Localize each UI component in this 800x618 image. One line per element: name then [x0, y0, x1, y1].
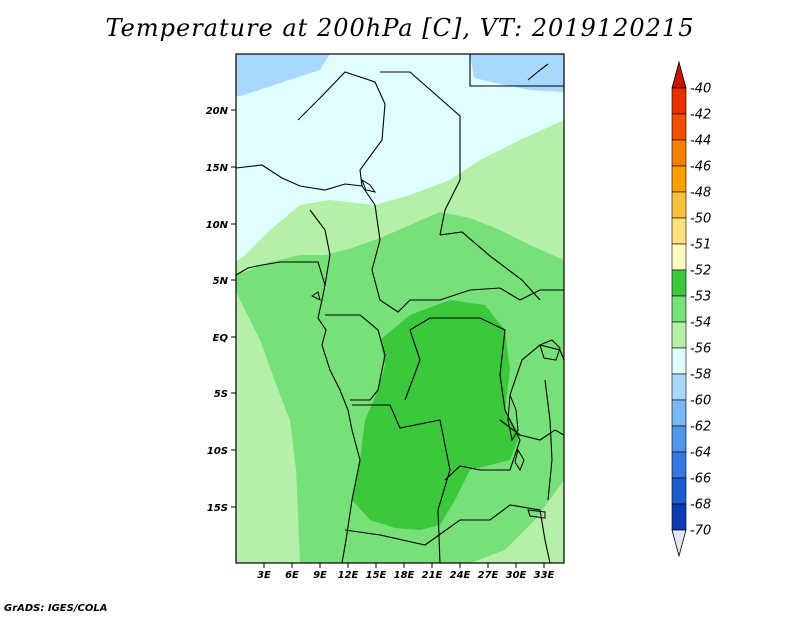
colorbar-swatch: [671, 295, 687, 323]
country-borders: [236, 54, 564, 563]
colorbar-label: -54: [690, 316, 711, 331]
colorbar-swatch: [671, 321, 687, 349]
colorbar-swatch: [671, 139, 687, 167]
colorbar-boxes: [671, 87, 687, 531]
field-band-58-56-east: [470, 54, 564, 92]
colorbar-swatch: [671, 113, 687, 141]
lat-tick-label: 10N: [206, 220, 229, 231]
lat-tick-label: 15S: [207, 503, 228, 514]
field-band-54-53-southwest: [236, 340, 300, 563]
colorbar-swatch: [671, 217, 687, 245]
map-frame: [235, 53, 565, 564]
colorbar-swatch: [671, 243, 687, 271]
lon-tick-label: 3E: [257, 570, 271, 581]
lat-tick-labels: 20N 15N 10N 5N EQ 5S 10S 15S: [206, 106, 229, 514]
lat-tick-label: 15N: [206, 163, 229, 174]
colorbar-label: -64: [690, 446, 711, 461]
colorbar-swatch: [671, 399, 687, 427]
colorbar-label: -51: [690, 238, 711, 253]
colorbar-label: -58: [690, 368, 711, 383]
colorbar-swatch: [671, 191, 687, 219]
colorbar-top-arrow: [671, 60, 687, 89]
lakes: [311, 178, 561, 519]
colorbar-label: -44: [690, 134, 711, 149]
grads-credit: GrADS: IGES/COLA: [4, 603, 108, 614]
colorbar-label: -62: [690, 420, 711, 435]
lon-tick-label: 18E: [394, 570, 415, 581]
lon-tick-label: 21E: [422, 570, 443, 581]
colorbar-swatch: [671, 373, 687, 401]
temperature-field: [236, 54, 564, 563]
lat-tick-label: 5S: [214, 389, 228, 400]
colorbar-swatch: [671, 451, 687, 479]
colorbar-label: -70: [690, 524, 711, 539]
colorbar-label: -56: [690, 342, 711, 357]
colorbar-label: -50: [690, 212, 711, 227]
lon-tick-label: 24E: [450, 570, 471, 581]
lat-tick-label: EQ: [213, 333, 229, 344]
colorbar-label: -53: [690, 290, 711, 305]
lat-tick-label: 5N: [213, 276, 229, 287]
lon-tick-label: 12E: [338, 570, 359, 581]
colorbar-label: -46: [690, 160, 711, 175]
colorbar-label: -68: [690, 498, 711, 513]
colorbar-swatch: [671, 477, 687, 505]
colorbar-swatch: [671, 503, 687, 531]
lon-tick-label: 33E: [534, 570, 555, 581]
map-title: Temperature at 200hPa [C], VT: 201912021…: [105, 14, 695, 42]
colorbar-label: -52: [690, 264, 711, 279]
colorbar-label: -42: [690, 108, 711, 123]
colorbar-labels: -40 -42 -44 -46 -48 -50 -51 -52 -53 -54 -56 -58 -60 -…: [690, 82, 711, 539]
colorbar-label: -66: [690, 472, 711, 487]
lat-tick-label: 20N: [206, 106, 229, 117]
field-band-58-56-west: [236, 54, 330, 96]
lon-tick-label: 27E: [478, 570, 499, 581]
lon-tick-labels: 3E 6E 9E 12E 15E 18E 21E 24E 27E 30E 33E: [257, 570, 554, 581]
colorbar-swatch: [671, 165, 687, 193]
tick-marks: [231, 109, 545, 568]
colorbar-label: -60: [690, 394, 711, 409]
colorbar-swatch: [671, 269, 687, 297]
colorbar-bottom-arrow: [671, 529, 687, 558]
colorbar-swatch: [671, 347, 687, 375]
field-band-52-51: [352, 300, 520, 530]
lon-tick-label: 30E: [506, 570, 527, 581]
field-band-56-54: [236, 54, 564, 262]
lon-tick-label: 6E: [285, 570, 299, 581]
lon-tick-label: 15E: [366, 570, 387, 581]
lat-tick-label: 10S: [207, 446, 228, 457]
colorbar-swatch: [671, 425, 687, 453]
colorbar-label: -48: [690, 186, 711, 201]
colorbar-label: -40: [690, 82, 711, 97]
colorbar: -40 -42 -44 -46 -48 -50 -51 -52 -53 -54 -56 -58 -60 -…: [671, 60, 711, 558]
lon-tick-label: 9E: [313, 570, 327, 581]
colorbar-swatch: [671, 87, 687, 115]
